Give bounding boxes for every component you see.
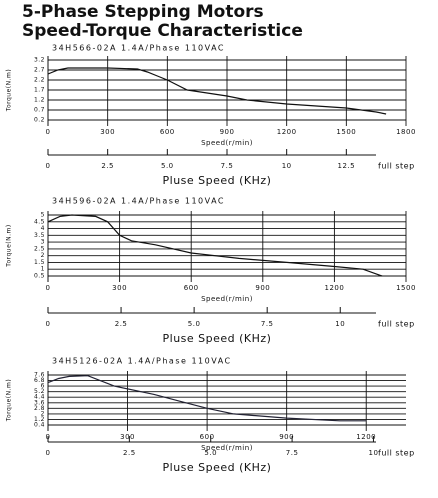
x-tick-label: 1500 <box>336 128 356 136</box>
y-tick-label: 1.2 <box>34 416 45 423</box>
chart-subtitle: 34H566-02A 1.4A/Phase 110VAC <box>52 44 225 53</box>
y-tick-label: 3 <box>41 239 45 246</box>
khz-tick-label: 12.5 <box>338 162 356 170</box>
x-tick-label: 1200 <box>356 433 376 441</box>
x-tick-label: 1500 <box>396 284 416 292</box>
y-axis-label: Torque(N.m) <box>6 69 13 112</box>
khz-tick-label: 7.5 <box>261 320 274 328</box>
y-tick-label: 2 <box>41 252 45 259</box>
y-tick-label: 1.7 <box>34 87 45 94</box>
x-tick-label: 0 <box>46 284 51 292</box>
y-tick-label: 3.2 <box>34 57 45 64</box>
khz-tick-label: 0 <box>46 449 51 457</box>
title-line: Speed-Torque Characteristice <box>22 21 303 41</box>
khz-tick-label: 10 <box>282 162 292 170</box>
y-tick-label: 1.2 <box>34 97 45 104</box>
x-tick-label: 600 <box>184 284 199 292</box>
y-tick-label: 5 <box>41 212 45 219</box>
y-tick-label: 6.8 <box>34 377 45 384</box>
y-tick-label: 6 <box>41 383 45 390</box>
x-tick-label: 1200 <box>277 128 297 136</box>
y-tick-label: 0.2 <box>34 117 45 124</box>
full-step-note: full step <box>378 162 415 171</box>
x-tick-label: 0 <box>46 128 51 136</box>
y-tick-label: 0.4 <box>34 422 45 429</box>
y-tick-label: 0.5 <box>34 273 45 280</box>
khz-axis-label: Pluse Speed (KHz) <box>163 461 272 474</box>
x-tick-label: 900 <box>279 433 294 441</box>
x-tick-label: 1200 <box>324 284 344 292</box>
chart-subtitle: 34H596-02A 1.4A/Phase 110VAC <box>52 197 225 206</box>
x-tick-label: 900 <box>220 128 235 136</box>
torque-curve <box>47 214 383 277</box>
x-tick-label: 600 <box>160 128 175 136</box>
x-axis-label: Speed(r/min) <box>201 295 253 303</box>
khz-axis-label: Pluse Speed (KHz) <box>163 174 272 187</box>
khz-tick-label: 10 <box>335 320 345 328</box>
khz-tick-label: 5.0 <box>188 320 201 328</box>
khz-tick-label: 7.5 <box>221 162 234 170</box>
x-axis-label: Speed(r/min) <box>201 444 253 452</box>
x-tick-label: 600 <box>200 433 215 441</box>
y-tick-label: 4.5 <box>34 218 45 225</box>
torque-curve <box>47 67 387 115</box>
khz-tick-label: 5.0 <box>161 162 174 170</box>
khz-axis-label: Pluse Speed (KHz) <box>163 332 272 345</box>
y-tick-label: 2.5 <box>34 245 45 252</box>
y-tick-label: 2 <box>41 410 45 417</box>
full-step-note: full step <box>378 449 415 458</box>
y-tick-label: 1 <box>41 266 45 273</box>
khz-tick-label: 2.5 <box>123 449 136 457</box>
x-tick-label: 1800 <box>396 128 416 136</box>
y-tick-label: 4.4 <box>34 394 45 401</box>
title-line: 5-Phase Stepping Motors <box>22 2 264 22</box>
y-tick-label: 2.7 <box>34 67 45 74</box>
khz-tick-label: 7.5 <box>286 449 299 457</box>
x-tick-label: 300 <box>100 128 115 136</box>
x-tick-label: 900 <box>255 284 270 292</box>
y-tick-label: 7.6 <box>34 372 45 379</box>
x-axis-label: Speed(r/min) <box>201 139 253 147</box>
khz-tick-label: 0 <box>46 162 51 170</box>
x-tick-label: 300 <box>112 284 127 292</box>
chart-subtitle: 34H5126-02A 1.4A/Phase 110VAC <box>52 357 232 366</box>
x-tick-label: 300 <box>120 433 135 441</box>
y-tick-label: 0.7 <box>34 107 45 114</box>
y-axis-label: Torque(N.m) <box>6 379 13 422</box>
y-axis-label: Torque(N.m) <box>6 224 13 267</box>
y-tick-label: 5.2 <box>34 388 45 395</box>
khz-tick-label: 0 <box>46 320 51 328</box>
y-tick-label: 1.5 <box>34 259 45 266</box>
y-tick-label: 2.2 <box>34 77 45 84</box>
y-tick-label: 3.5 <box>34 232 45 239</box>
y-tick-label: 3.6 <box>34 399 45 406</box>
y-tick-label: 4 <box>41 225 45 232</box>
khz-tick-label: 5.0 <box>204 449 217 457</box>
khz-tick-label: 2.5 <box>115 320 128 328</box>
y-tick-label: 2.8 <box>34 405 45 412</box>
full-step-note: full step <box>378 320 415 329</box>
khz-tick-label: 2.5 <box>101 162 114 170</box>
khz-tick-label: 10 <box>368 449 378 457</box>
torque-curve <box>47 375 367 422</box>
